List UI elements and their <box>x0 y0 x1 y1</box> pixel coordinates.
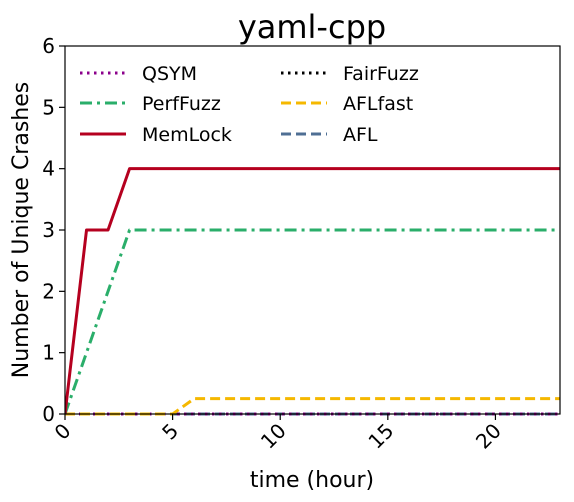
x-tick-label: 20 <box>471 419 506 454</box>
y-tick-label: 5 <box>42 95 55 119</box>
x-axis-title: time (hour) <box>250 468 374 493</box>
legend-label: AFL <box>343 124 378 146</box>
legend-label: FairFuzz <box>343 63 419 85</box>
legend-label: PerfFuzz <box>142 93 221 115</box>
legend-item-qsym: QSYM <box>80 63 197 85</box>
x-tick-label: 0 <box>50 419 76 445</box>
legend-item-perffuzz: PerfFuzz <box>80 93 221 115</box>
x-tick-label: 5 <box>157 419 183 445</box>
plot-area <box>65 167 560 416</box>
x-tick-label: 15 <box>363 419 398 454</box>
legend-item-aflfast: AFLfast <box>281 93 413 115</box>
y-tick-label: 6 <box>42 34 55 58</box>
series-line-perffuzz <box>65 228 560 415</box>
legend: QSYM FairFuzz PerfFuzz AFLfast MemLock AFL <box>80 63 419 146</box>
legend-label: MemLock <box>142 124 232 146</box>
y-tick-label: 3 <box>42 218 55 242</box>
y-tick-label: 0 <box>42 402 55 426</box>
y-tick-label: 4 <box>42 157 55 181</box>
series-line-aflfast <box>65 397 560 416</box>
axes: 0 1 2 3 4 5 6 0 5 10 15 20 <box>42 34 561 454</box>
legend-item-memlock: MemLock <box>80 124 232 146</box>
legend-item-afl: AFL <box>281 124 378 146</box>
y-tick-label: 1 <box>42 341 55 365</box>
chart-title: yaml-cpp <box>238 8 386 46</box>
x-tick-label: 10 <box>256 419 291 454</box>
legend-item-fairfuzz: FairFuzz <box>281 63 419 85</box>
legend-label: AFLfast <box>343 93 413 115</box>
legend-label: QSYM <box>142 63 197 85</box>
series-line-memlock <box>65 167 560 415</box>
y-tick-label: 2 <box>42 279 55 303</box>
y-axis-title: Number of Unique Crashes <box>9 82 34 378</box>
